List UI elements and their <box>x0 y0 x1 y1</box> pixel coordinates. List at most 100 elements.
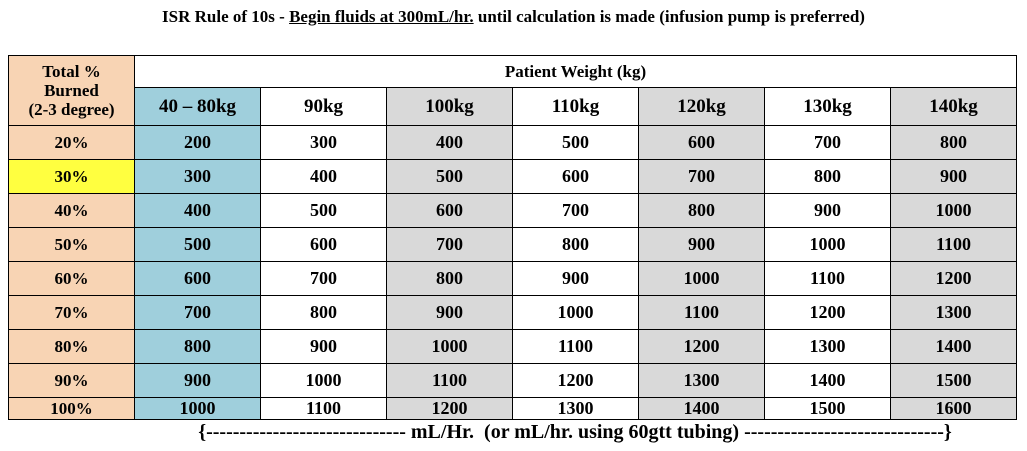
cell: 800 <box>890 125 1017 160</box>
cell: 1100 <box>764 261 891 296</box>
data-row: 100% 1000 1100 1200 1300 1400 1500 1600 <box>8 397 1017 420</box>
data-row: 50% 500 600 700 800 900 1000 1100 <box>8 227 1017 262</box>
cell: 1300 <box>638 363 765 398</box>
cell: 1100 <box>512 329 639 364</box>
cell: 900 <box>386 295 513 330</box>
row-header-line: Total % <box>42 62 101 81</box>
cell: 700 <box>512 193 639 228</box>
row-label: 20% <box>8 125 135 160</box>
fluid-table: Total % Burned (2-3 degree) Patient Weight … <box>8 55 1017 420</box>
cell: 1100 <box>638 295 765 330</box>
data-row: 90% 900 1000 1100 1200 1300 1400 1500 <box>8 363 1017 398</box>
cell: 1000 <box>386 329 513 364</box>
cell: 500 <box>512 125 639 160</box>
title-underlined: Begin fluids at 300mL/hr. <box>289 7 474 26</box>
cell: 600 <box>386 193 513 228</box>
data-row: 60% 600 700 800 900 1000 1100 1200 <box>8 261 1017 296</box>
title-suffix: until calculation is made (infusion pump… <box>473 7 865 26</box>
cell: 1400 <box>638 397 765 420</box>
row-label: 60% <box>8 261 135 296</box>
data-row: 70% 700 800 900 1000 1100 1200 1300 <box>8 295 1017 330</box>
group-header: Patient Weight (kg) <box>134 55 1017 88</box>
column-header: 40 – 80kg <box>134 87 261 126</box>
row-header: Total % Burned (2-3 degree) <box>8 55 135 126</box>
column-header: 130kg <box>764 87 891 126</box>
cell: 500 <box>260 193 387 228</box>
cell: 400 <box>386 125 513 160</box>
data-row: 30% 300 400 500 600 700 800 900 <box>8 159 1017 194</box>
cell: 500 <box>386 159 513 194</box>
cell: 1200 <box>890 261 1017 296</box>
cell: 700 <box>386 227 513 262</box>
cell: 600 <box>260 227 387 262</box>
row-label: 50% <box>8 227 135 262</box>
cell: 1000 <box>638 261 765 296</box>
cell: 1200 <box>386 397 513 420</box>
cell: 900 <box>638 227 765 262</box>
cell: 1000 <box>260 363 387 398</box>
cell: 300 <box>134 159 261 194</box>
cell: 1300 <box>890 295 1017 330</box>
column-header: 140kg <box>890 87 1017 126</box>
cell: 200 <box>134 125 261 160</box>
cell: 1100 <box>386 363 513 398</box>
cell: 700 <box>638 159 765 194</box>
row-label: 40% <box>8 193 135 228</box>
data-row: 20% 200 300 400 500 600 700 800 <box>8 125 1017 160</box>
cell: 300 <box>260 125 387 160</box>
cell: 1000 <box>890 193 1017 228</box>
row-label: 30% <box>8 159 135 194</box>
data-row: 80% 800 900 1000 1100 1200 1300 1400 <box>8 329 1017 364</box>
cell: 900 <box>512 261 639 296</box>
cell: 800 <box>386 261 513 296</box>
header-row: Total % Burned (2-3 degree) Patient Weight … <box>8 55 1017 126</box>
cell: 1400 <box>764 363 891 398</box>
cell: 400 <box>134 193 261 228</box>
cell: 1300 <box>512 397 639 420</box>
cell: 700 <box>764 125 891 160</box>
cell: 1200 <box>638 329 765 364</box>
cell: 1400 <box>890 329 1017 364</box>
cell: 1200 <box>512 363 639 398</box>
row-label: 70% <box>8 295 135 330</box>
title-prefix: ISR Rule of 10s - <box>162 7 290 26</box>
header-row: 40 – 80kg 90kg 100kg 110kg 120kg 130kg 140kg <box>9 87 1017 126</box>
cell: 1200 <box>764 295 891 330</box>
cell: 600 <box>638 125 765 160</box>
title: ISR Rule of 10s - Begin fluids at 300mL/… <box>0 7 1027 27</box>
cell: 600 <box>512 159 639 194</box>
cell: 600 <box>134 261 261 296</box>
cell: 1600 <box>890 397 1017 420</box>
cell: 1000 <box>764 227 891 262</box>
cell: 900 <box>260 329 387 364</box>
row-label: 90% <box>8 363 135 398</box>
cell: 800 <box>638 193 765 228</box>
column-header: 100kg <box>386 87 513 126</box>
column-header: 110kg <box>512 87 639 126</box>
cell: 1000 <box>134 397 261 420</box>
cell: 900 <box>134 363 261 398</box>
cell: 900 <box>890 159 1017 194</box>
cell: 800 <box>764 159 891 194</box>
row-header-line: (2-3 degree) <box>28 100 115 119</box>
cell: 800 <box>134 329 261 364</box>
row-header-line: Burned <box>44 81 99 100</box>
cell: 900 <box>764 193 891 228</box>
cell: 1300 <box>764 329 891 364</box>
cell: 1000 <box>512 295 639 330</box>
row-label: 80% <box>8 329 135 364</box>
cell: 1500 <box>890 363 1017 398</box>
cell: 400 <box>260 159 387 194</box>
cell: 500 <box>134 227 261 262</box>
data-row: 40% 400 500 600 700 800 900 1000 <box>8 193 1017 228</box>
cell: 1100 <box>890 227 1017 262</box>
cell: 800 <box>260 295 387 330</box>
cell: 800 <box>512 227 639 262</box>
cell: 700 <box>134 295 261 330</box>
row-label: 100% <box>8 397 135 420</box>
cell: 1500 <box>764 397 891 420</box>
column-header: 120kg <box>638 87 765 126</box>
footer: {------------------------------ mL/Hr. (… <box>198 421 952 443</box>
column-header: 90kg <box>260 87 387 126</box>
